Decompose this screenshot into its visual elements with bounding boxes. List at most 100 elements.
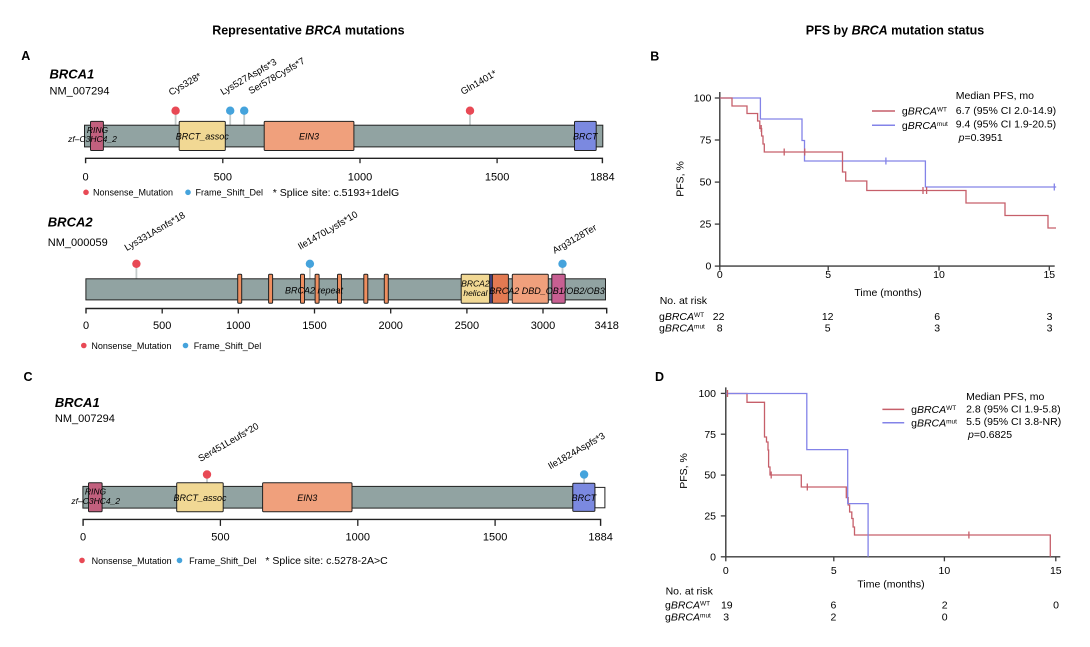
svg-text:PFS, %: PFS, % bbox=[675, 161, 687, 197]
svg-text:10: 10 bbox=[939, 565, 951, 577]
svg-text:1884: 1884 bbox=[590, 171, 614, 183]
svg-text:12: 12 bbox=[822, 311, 834, 323]
svg-text:25: 25 bbox=[700, 219, 712, 231]
svg-text:RING: RING bbox=[87, 125, 109, 135]
svg-text:A: A bbox=[21, 49, 30, 63]
svg-text:500: 500 bbox=[211, 532, 229, 544]
svg-text:3418: 3418 bbox=[594, 320, 618, 332]
svg-text:5: 5 bbox=[831, 565, 837, 577]
svg-text:3: 3 bbox=[1047, 323, 1053, 335]
svg-text:NM_007294: NM_007294 bbox=[50, 86, 110, 98]
svg-text:D: D bbox=[655, 370, 664, 384]
svg-text:500: 500 bbox=[214, 171, 232, 183]
svg-text:15: 15 bbox=[1043, 269, 1055, 281]
svg-text:BRCA2 repeat: BRCA2 repeat bbox=[285, 286, 344, 296]
svg-text:0: 0 bbox=[723, 565, 729, 577]
svg-text:gBRCAWT: gBRCAWT bbox=[902, 106, 947, 118]
svg-text:0: 0 bbox=[710, 551, 716, 563]
svg-text:BRCT: BRCT bbox=[573, 132, 599, 142]
svg-text:Median PFS, mo: Median PFS, mo bbox=[956, 90, 1034, 102]
svg-text:NM_000059: NM_000059 bbox=[48, 237, 108, 249]
svg-text:100: 100 bbox=[698, 388, 716, 400]
svg-text:1000: 1000 bbox=[348, 171, 372, 183]
svg-text:Frame_Shift_Del: Frame_Shift_Del bbox=[196, 188, 264, 198]
svg-text:1000: 1000 bbox=[346, 532, 370, 544]
svg-text:0: 0 bbox=[83, 320, 89, 332]
svg-text:3: 3 bbox=[1047, 311, 1053, 323]
svg-text:Frame_Shift_Del: Frame_Shift_Del bbox=[189, 556, 257, 566]
svg-text:* Splice site: c.5193+1delG: * Splice site: c.5193+1delG bbox=[273, 187, 399, 199]
svg-text:50: 50 bbox=[700, 177, 712, 189]
svg-text:5: 5 bbox=[825, 269, 831, 281]
svg-text:10: 10 bbox=[933, 269, 945, 281]
svg-text:gBRCAmut: gBRCAmut bbox=[665, 611, 711, 623]
svg-text:2500: 2500 bbox=[455, 320, 479, 332]
svg-text:3: 3 bbox=[934, 323, 940, 335]
svg-text:zf–C3HC4_2: zf–C3HC4_2 bbox=[67, 134, 117, 144]
svg-text:BRCT: BRCT bbox=[572, 493, 598, 503]
svg-text:Nonsense_Mutation: Nonsense_Mutation bbox=[93, 188, 173, 198]
svg-text:8: 8 bbox=[717, 323, 723, 335]
svg-text:p=0.6825: p=0.6825 bbox=[967, 429, 1012, 441]
svg-text:BRCA1: BRCA1 bbox=[50, 67, 95, 82]
svg-text:15: 15 bbox=[1050, 565, 1062, 577]
svg-text:Median PFS, mo: Median PFS, mo bbox=[966, 391, 1044, 403]
svg-text:No. at risk: No. at risk bbox=[666, 586, 714, 598]
svg-text:EIN3: EIN3 bbox=[297, 493, 317, 503]
svg-text:C: C bbox=[24, 370, 33, 384]
svg-text:1000: 1000 bbox=[226, 320, 250, 332]
svg-text:EIN3: EIN3 bbox=[299, 132, 319, 142]
svg-text:BRCA2: BRCA2 bbox=[461, 279, 490, 289]
svg-text:0: 0 bbox=[705, 261, 711, 273]
svg-text:1884: 1884 bbox=[588, 532, 612, 544]
svg-text:B: B bbox=[650, 50, 659, 64]
svg-text:p=0.3951: p=0.3951 bbox=[958, 132, 1003, 144]
svg-text:3000: 3000 bbox=[531, 320, 555, 332]
svg-text:gBRCAmut: gBRCAmut bbox=[911, 417, 957, 429]
svg-text:BRCT_assoc: BRCT_assoc bbox=[173, 493, 227, 503]
svg-text:PFS, %: PFS, % bbox=[678, 453, 690, 489]
svg-text:helical: helical bbox=[463, 288, 488, 298]
svg-text:75: 75 bbox=[700, 135, 712, 147]
svg-text:2000: 2000 bbox=[378, 320, 402, 332]
svg-text:6: 6 bbox=[934, 311, 940, 323]
svg-text:500: 500 bbox=[153, 320, 171, 332]
svg-text:Time (months): Time (months) bbox=[854, 287, 921, 299]
svg-text:BRCA2 DBD_OB1/OB2/OB3: BRCA2 DBD_OB1/OB2/OB3 bbox=[489, 286, 605, 296]
svg-text:gBRCAmut: gBRCAmut bbox=[659, 323, 705, 335]
svg-text:0: 0 bbox=[717, 269, 723, 281]
svg-text:2.8 (95% CI 1.9-5.8): 2.8 (95% CI 1.9-5.8) bbox=[966, 404, 1061, 416]
svg-text:6.7 (95% CI 2.0-14.9): 6.7 (95% CI 2.0-14.9) bbox=[956, 105, 1056, 117]
svg-text:0: 0 bbox=[1053, 600, 1059, 612]
svg-text:0: 0 bbox=[942, 611, 948, 623]
svg-text:Nonsense_Mutation: Nonsense_Mutation bbox=[92, 556, 172, 566]
svg-text:NM_007294: NM_007294 bbox=[55, 413, 115, 425]
svg-text:3: 3 bbox=[723, 611, 729, 623]
svg-text:gBRCAWT: gBRCAWT bbox=[659, 311, 704, 323]
svg-text:BRCT_assoc: BRCT_assoc bbox=[176, 132, 230, 142]
svg-text:2: 2 bbox=[942, 600, 948, 612]
svg-text:100: 100 bbox=[694, 93, 712, 105]
svg-text:1500: 1500 bbox=[483, 532, 507, 544]
svg-text:1500: 1500 bbox=[485, 171, 509, 183]
svg-text:0: 0 bbox=[83, 171, 89, 183]
svg-text:PFS by BRCA mutation status: PFS by BRCA mutation status bbox=[806, 24, 985, 38]
svg-text:gBRCAWT: gBRCAWT bbox=[665, 600, 710, 612]
svg-text:19: 19 bbox=[721, 600, 733, 612]
svg-text:1500: 1500 bbox=[302, 320, 326, 332]
svg-text:25: 25 bbox=[704, 511, 716, 523]
svg-text:5: 5 bbox=[825, 323, 831, 335]
svg-text:50: 50 bbox=[704, 470, 716, 482]
svg-text:Time (months): Time (months) bbox=[857, 578, 924, 590]
svg-text:BRCA2: BRCA2 bbox=[48, 214, 94, 229]
svg-text:zf–C3HC4_2: zf–C3HC4_2 bbox=[70, 496, 120, 506]
svg-text:75: 75 bbox=[704, 429, 716, 441]
svg-text:2: 2 bbox=[830, 611, 836, 623]
svg-text:* Splice site: c.5278-2A>C: * Splice site: c.5278-2A>C bbox=[265, 555, 388, 567]
svg-text:6: 6 bbox=[830, 600, 836, 612]
svg-text:22: 22 bbox=[713, 311, 725, 323]
svg-text:0: 0 bbox=[80, 532, 86, 544]
svg-text:BRCA1: BRCA1 bbox=[55, 395, 100, 410]
svg-text:gBRCAWT: gBRCAWT bbox=[911, 404, 956, 416]
svg-text:gBRCAmut: gBRCAmut bbox=[902, 120, 948, 132]
